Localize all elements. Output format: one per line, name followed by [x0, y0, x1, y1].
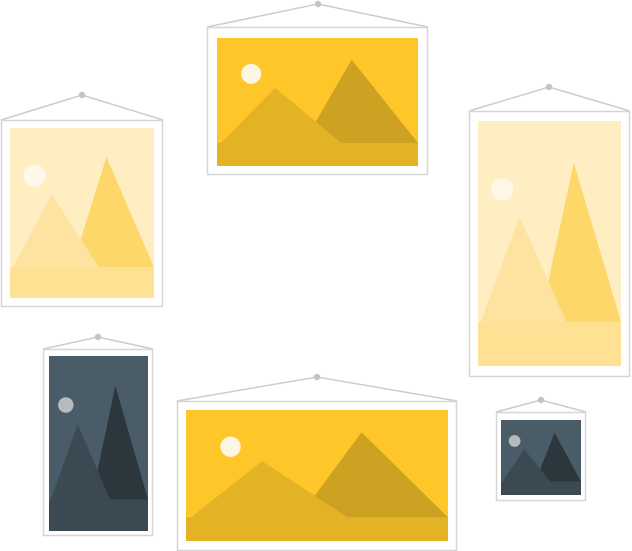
dark-landscape-picture-small [495, 396, 587, 502]
landscape-icon [49, 356, 148, 531]
sun-icon [491, 178, 514, 201]
ground [478, 321, 621, 366]
hanging-string [0, 94, 164, 121]
sun-icon [508, 435, 521, 447]
sun-icon [241, 63, 262, 84]
ground [186, 517, 448, 541]
far-mountain [298, 432, 448, 518]
sun-icon [58, 397, 74, 413]
sun-icon [23, 164, 46, 187]
hook-icon [537, 396, 545, 404]
gold-landscape-picture-top [206, 0, 429, 176]
far-mountain [535, 432, 581, 482]
hook-icon [94, 333, 102, 341]
ground [49, 499, 148, 531]
ground [10, 267, 154, 298]
far-mountain [539, 162, 621, 322]
landscape-icon [501, 420, 581, 495]
pale-landscape-picture-right [468, 83, 631, 378]
hook-icon [313, 373, 321, 381]
near-mountain [10, 194, 103, 273]
pale-landscape-picture-left [0, 91, 164, 308]
near-mountain [478, 216, 570, 330]
sun-icon [220, 436, 241, 457]
near-mountain [501, 449, 553, 484]
ground [501, 481, 581, 495]
far-mountain [71, 156, 154, 268]
hanging-string [206, 3, 429, 28]
near-mountain [217, 87, 346, 147]
landscape-icon [10, 128, 154, 298]
hanging-string [176, 376, 458, 402]
far-mountain [91, 385, 148, 500]
landscape-icon [186, 410, 448, 541]
near-mountain [49, 424, 113, 505]
far-mountain [303, 59, 418, 143]
hook-icon [78, 91, 86, 99]
hanging-string [468, 86, 631, 112]
dark-landscape-picture-bottom-left [42, 333, 154, 537]
hook-icon [545, 83, 553, 91]
ground [217, 142, 418, 166]
landscape-icon [217, 38, 418, 166]
landscape-icon [478, 121, 621, 366]
hook-icon [314, 0, 322, 8]
gold-landscape-picture-bottom [176, 373, 458, 551]
near-mountain [186, 461, 354, 522]
